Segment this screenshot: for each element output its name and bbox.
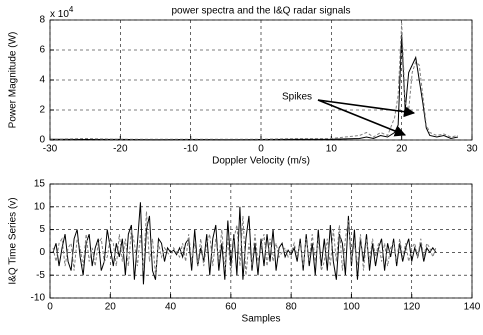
x-tick-label: 0: [258, 144, 264, 155]
series-line: [49, 22, 459, 140]
x-axis-label: Samples: [242, 314, 281, 325]
y-scale-exponent: 4: [69, 5, 74, 14]
axes-frame: [49, 183, 473, 299]
x-tick-label: -20: [113, 144, 128, 155]
y-tick-label: 15: [34, 179, 46, 190]
x-tick-label: 120: [403, 302, 420, 313]
x-axis-label: Doppler Velocity (m/s): [212, 156, 310, 167]
x-tick-label: 140: [464, 302, 481, 313]
x-tick-label: -30: [43, 144, 58, 155]
y-axis-label: I&Q Time Series (v): [8, 197, 19, 284]
chart-title: power spectra and the I&Q radar signals: [172, 6, 351, 17]
series-line: [52, 202, 437, 285]
y-scale-base: x 10: [50, 9, 69, 20]
x-tick-label: 10: [326, 144, 338, 155]
x-tick-label: 60: [225, 302, 237, 313]
y-tick-label: 2: [39, 105, 45, 116]
y-scale-label: x 104: [50, 5, 74, 20]
x-tick-label: 20: [396, 144, 408, 155]
y-tick-label: 10: [34, 201, 46, 212]
axes-frame: [49, 19, 473, 141]
y-tick-label: 6: [39, 45, 45, 56]
annotation-arrow: [317, 99, 407, 137]
x-tick-label: 0: [47, 302, 53, 313]
x-tick-label: 20: [105, 302, 117, 313]
x-tick-label: 30: [466, 144, 478, 155]
x-tick-label: 40: [165, 302, 177, 313]
y-tick-label: 0: [39, 135, 45, 146]
x-tick-label: -10: [183, 144, 198, 155]
y-tick-label: 0: [39, 247, 45, 258]
x-tick-label: 100: [343, 302, 360, 313]
series-line: [52, 211, 437, 276]
annotation-arrow: [317, 99, 416, 118]
annotation: Spikes: [282, 92, 312, 103]
y-tick-label: -10: [31, 293, 46, 304]
y-tick-label: 4: [39, 75, 45, 86]
y-axis-label: Power Magnitude (W): [8, 32, 19, 129]
y-tick-label: 8: [39, 15, 45, 26]
x-tick-label: 80: [286, 302, 298, 313]
y-tick-label: 5: [39, 224, 45, 235]
y-tick-label: -5: [36, 270, 45, 281]
